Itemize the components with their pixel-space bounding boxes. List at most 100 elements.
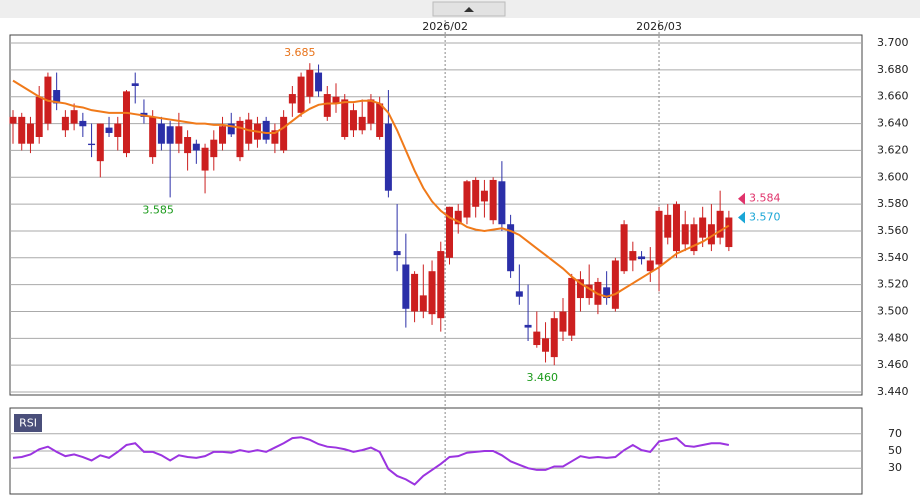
candle-body [707, 224, 715, 245]
candle-body [166, 126, 174, 144]
candle-body [157, 123, 165, 144]
candle-body [699, 217, 707, 238]
candle-body [18, 116, 26, 144]
candle-body [88, 143, 96, 146]
candle-body [681, 224, 689, 245]
candle-body [96, 123, 104, 162]
y-tick-label: 30 [888, 461, 902, 474]
candle-body [271, 130, 279, 144]
candle-body [61, 116, 69, 131]
candle-body [236, 120, 244, 158]
candle-body [70, 110, 78, 124]
candle-body [411, 273, 419, 312]
y-tick-label: 3.560 [877, 224, 909, 237]
candle-body [428, 271, 436, 315]
y-tick-label: 70 [888, 427, 902, 440]
candle-body [568, 277, 576, 336]
candle-body [323, 94, 331, 117]
rsi-title: RSI [19, 417, 37, 430]
candle-body [550, 318, 558, 358]
price-marker [738, 192, 745, 205]
candle-body [690, 224, 698, 252]
candle-body [280, 116, 288, 151]
candle-body [114, 123, 122, 137]
candle-body [53, 90, 61, 104]
candle-body [446, 206, 453, 258]
candle-body [349, 110, 357, 131]
candle-body [629, 251, 637, 261]
candle-body [79, 120, 87, 127]
main-panel [9, 34, 863, 396]
candle-body [611, 260, 619, 309]
candle-body [463, 181, 471, 218]
candle-body [131, 83, 139, 86]
x-tick-label: 2026/03 [636, 20, 682, 33]
candle-body [646, 260, 654, 272]
candle-body [227, 123, 235, 135]
candle-body [507, 224, 515, 272]
candle-body [367, 99, 375, 124]
candle-body [585, 284, 593, 299]
candle-body [35, 96, 43, 137]
candle-body [716, 210, 724, 238]
candle-body [664, 214, 672, 238]
y-tick-label: 3.600 [877, 170, 909, 183]
candle-body [26, 123, 34, 144]
candle-body [184, 137, 192, 154]
candle-body [542, 338, 550, 352]
candle-body [402, 264, 410, 309]
candle-body [306, 69, 314, 97]
rsi-line [12, 436, 730, 486]
candle-body [725, 217, 733, 248]
y-tick-label: 3.440 [877, 385, 909, 398]
low-label: 3.460 [527, 371, 559, 384]
candle-body [332, 96, 340, 104]
low-label: 3.585 [142, 203, 174, 216]
candle-body [672, 204, 680, 252]
candle-body [603, 287, 611, 299]
candle-body [655, 210, 663, 265]
candle-body [288, 94, 296, 104]
y-tick-label: 3.700 [877, 36, 909, 49]
y-tick-label: 50 [888, 444, 902, 457]
candle-body [559, 311, 567, 332]
y-tick-label: 3.520 [877, 278, 909, 291]
price-marker-label: 3.570 [749, 211, 781, 224]
candle-body [489, 179, 497, 221]
candle-body [245, 119, 253, 144]
candle-body [105, 127, 113, 133]
candle-body [341, 99, 349, 137]
candle-body [638, 256, 646, 260]
moving-average [12, 79, 730, 298]
candle-body [498, 181, 506, 225]
candle-body [620, 224, 628, 272]
collapse-icon [464, 7, 474, 12]
y-tick-label: 3.480 [877, 331, 909, 344]
candle-body [297, 76, 305, 113]
candle-body [210, 139, 218, 158]
candle-body [576, 279, 584, 299]
candle-body [384, 123, 392, 191]
candle-body [515, 291, 523, 297]
y-tick-label: 3.540 [877, 251, 909, 264]
candle-body [122, 91, 130, 154]
candle-body [315, 72, 323, 92]
x-tick-label: 2026/02 [422, 20, 468, 33]
candle-body [454, 210, 462, 225]
candle-body [472, 179, 480, 207]
candle-body [437, 251, 445, 319]
y-tick-label: 3.500 [877, 304, 909, 317]
candle-body [219, 126, 227, 144]
y-tick-label: 3.640 [877, 117, 909, 130]
high-label: 3.685 [284, 46, 316, 59]
price-marker-label: 3.584 [749, 192, 781, 205]
candle-body [175, 126, 183, 144]
candle-body [262, 120, 270, 140]
y-tick-label: 3.660 [877, 90, 909, 103]
candle-body [358, 116, 366, 131]
rsi-badge [14, 414, 42, 432]
candle-body [376, 103, 384, 137]
y-tick-label: 3.620 [877, 143, 909, 156]
y-tick-label: 3.680 [877, 63, 909, 76]
